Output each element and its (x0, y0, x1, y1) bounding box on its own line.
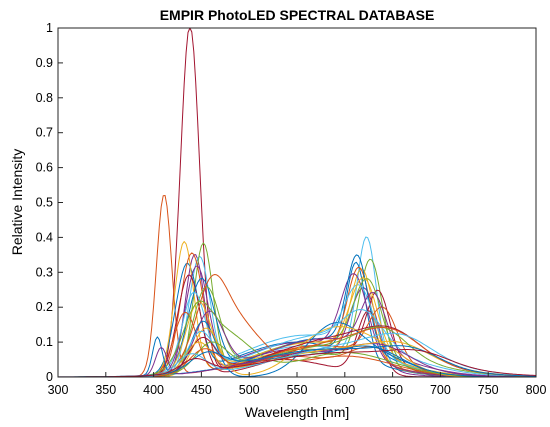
x-tick-label: 350 (95, 383, 116, 397)
x-tick-label: 600 (334, 383, 355, 397)
y-tick-label: 0.8 (36, 91, 53, 105)
y-tick-label: 1 (46, 21, 53, 35)
y-tick-label: 0.4 (36, 230, 53, 244)
y-tick-label: 0.6 (36, 161, 53, 175)
y-tick-label: 0.7 (36, 126, 53, 140)
tick-layer: 300 350 400 450 500 550 600 650 700 750 800 0 0.1 0.2… (36, 21, 547, 397)
spectrum-line (57, 349, 537, 378)
x-tick-label: 400 (143, 383, 164, 397)
y-tick-label: 0.5 (36, 196, 53, 210)
x-tick-label: 750 (478, 383, 499, 397)
x-tick-label: 450 (191, 383, 212, 397)
x-tick-label: 650 (382, 383, 403, 397)
x-tick-label: 800 (526, 383, 547, 397)
plot-area (58, 28, 536, 377)
x-axis-label: Wavelength [nm] (245, 404, 350, 420)
y-axis-label: Relative Intensity (9, 149, 25, 256)
y-tick-label: 0 (46, 370, 53, 384)
y-tick-label: 0.2 (36, 300, 53, 314)
y-tick-label: 0.3 (36, 265, 53, 279)
y-tick-label: 0.1 (36, 335, 53, 349)
x-tick-label: 700 (430, 383, 451, 397)
x-tick-label: 300 (48, 383, 69, 397)
y-tick-label: 0.9 (36, 56, 53, 70)
x-tick-label: 500 (239, 383, 260, 397)
x-tick-label: 550 (287, 383, 308, 397)
chart-title: EMPIR PhotoLED SPECTRAL DATABASE (160, 7, 435, 23)
